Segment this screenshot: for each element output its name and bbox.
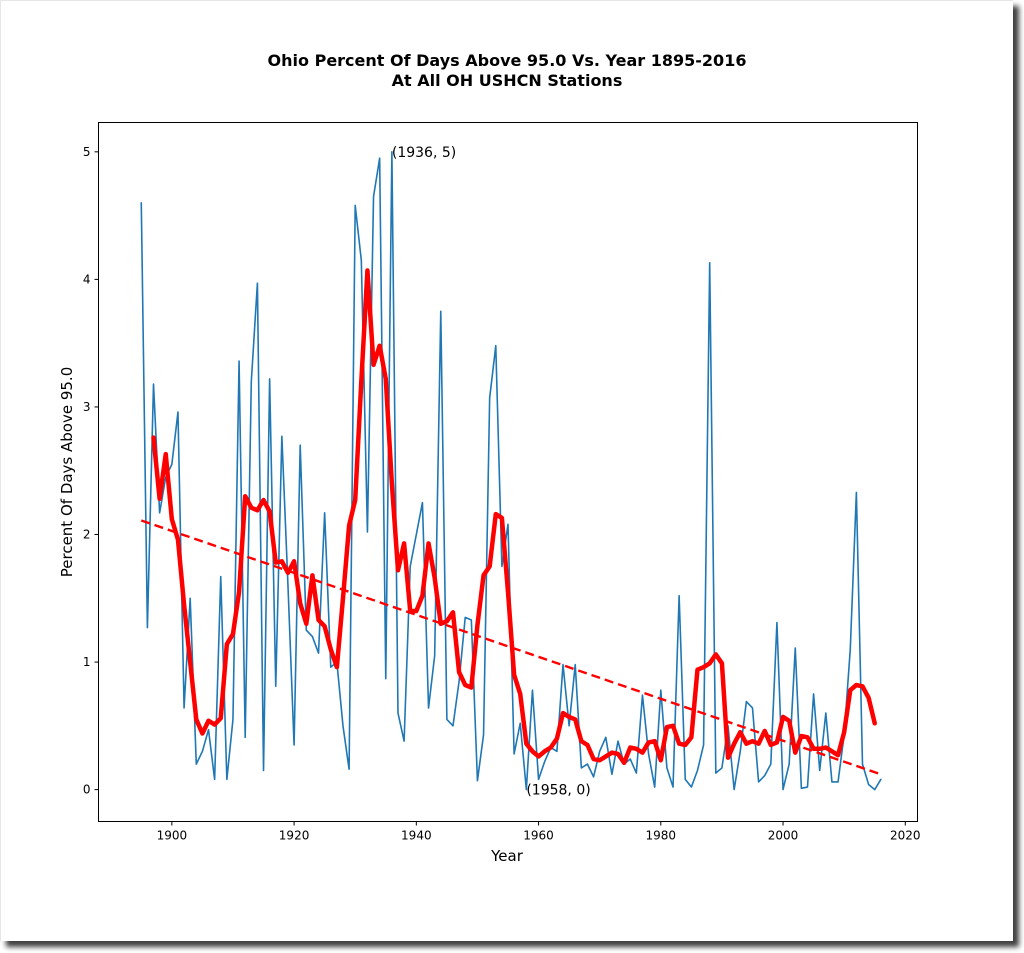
y-tick-label: 3 xyxy=(83,400,91,414)
x-tick-label: 1940 xyxy=(401,829,432,843)
annotation-label: (1958, 0) xyxy=(526,783,590,799)
y-tick-label: 2 xyxy=(83,528,91,542)
y-axis-label: Percent Of Days Above 95.0 xyxy=(58,367,76,578)
x-tick-label: 1960 xyxy=(523,829,554,843)
y-axis: 0 1 2 3 4 5 xyxy=(83,145,99,797)
y-tick-label: 4 xyxy=(83,272,91,286)
annotations: (1936, 5) (1958, 0) xyxy=(392,145,591,799)
x-tick-label: 2000 xyxy=(768,829,799,843)
x-tick-label: 1920 xyxy=(279,829,310,843)
series-group xyxy=(140,151,882,791)
y-tick-label: 1 xyxy=(83,655,91,669)
plot-area xyxy=(98,122,918,822)
x-tick-label: 1900 xyxy=(157,829,188,843)
series-line-trend xyxy=(140,519,882,776)
y-tick-label: 5 xyxy=(83,145,91,159)
series-line-moving-average xyxy=(151,268,877,766)
x-axis: 1900 1920 1940 1960 1980 2000 2020 xyxy=(157,821,921,843)
x-axis-label: Year xyxy=(490,847,524,865)
y-tick-label: 0 xyxy=(83,783,91,797)
series-line-annual xyxy=(140,151,882,791)
chart-subtitle: At All OH USHCN Stations xyxy=(392,71,623,90)
annotation-label: (1936, 5) xyxy=(392,145,456,161)
x-tick-label: 2020 xyxy=(890,829,921,843)
x-tick-label: 1980 xyxy=(646,829,677,843)
chart-title: Ohio Percent Of Days Above 95.0 Vs. Year… xyxy=(268,51,747,70)
